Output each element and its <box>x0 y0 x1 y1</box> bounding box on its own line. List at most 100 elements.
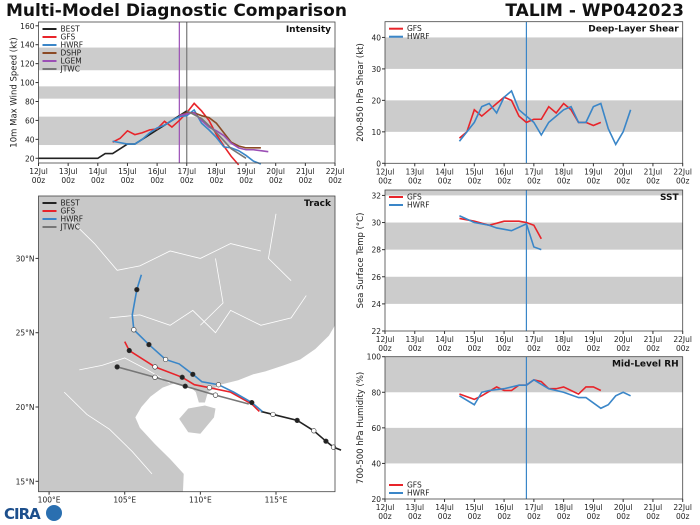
x-tick-date: 20Jul <box>614 503 633 512</box>
track-marker-hwrf <box>146 341 152 348</box>
track-marker-hwrf <box>134 287 140 293</box>
x-tick-label: 22Jul 00z <box>673 335 692 353</box>
y-tick-label: 30 <box>371 65 381 74</box>
x-tick-hour: 00z <box>497 344 511 353</box>
track-marker-jtwc <box>182 383 188 389</box>
x-tick-hour: 00z <box>438 512 452 521</box>
x-tick-label: 13Jul 00z <box>405 503 424 521</box>
border-line <box>63 391 153 475</box>
x-tick-label: 17Jul 00z <box>177 167 196 185</box>
y-tick-label: 160 <box>20 22 35 31</box>
x-tick-hour: 00z <box>468 512 482 521</box>
x-tick-date: 14Jul <box>435 335 454 344</box>
x-tick-label: 16Jul 00z <box>495 503 514 521</box>
x-tick-date: 14Jul <box>435 167 454 176</box>
x-tick-hour: 00z <box>438 344 452 353</box>
x-tick-hour: 00z <box>676 344 690 353</box>
y-axis-label: 200-850 hPa Shear (kt) <box>356 43 366 142</box>
x-tick-date: 17Jul <box>525 503 544 512</box>
legend-label: JTWC <box>60 223 80 232</box>
x-tick-hour: 00z <box>497 512 511 521</box>
y-tick-label: 100 <box>20 79 35 88</box>
track-marker-jtwc <box>212 392 219 398</box>
x-tick-date: 21Jul <box>644 335 663 344</box>
y-tick-label: 80 <box>371 388 381 397</box>
y-tick-label: 20 <box>371 96 381 105</box>
legend-label: GFS <box>407 24 422 33</box>
x-tick-hour: 00z <box>527 512 541 521</box>
x-tick-hour: 00z <box>616 512 630 521</box>
x-tick-date: 21Jul <box>644 167 663 176</box>
x-tick-hour: 00z <box>378 176 392 185</box>
x-tick-label: 16Jul 00z <box>495 335 514 353</box>
y-tick-label: 40 <box>371 33 381 42</box>
x-tick-hour: 00z <box>408 176 422 185</box>
track-marker-gfs <box>206 385 213 391</box>
x-tick-date: 18Jul <box>554 503 573 512</box>
figure-title: Multi-Model Diagnostic Comparison <box>6 1 347 21</box>
y-tick-label: 10 <box>371 128 381 137</box>
x-tick-date: 20Jul <box>614 335 633 344</box>
x-tick-date: 17Jul <box>525 167 544 176</box>
x-tick-date: 22Jul <box>673 503 692 512</box>
storm-title: TALIM - WP042023 <box>505 1 684 21</box>
x-tick-hour: 00z <box>527 344 541 353</box>
x-tick-label: 12Jul 00z <box>376 503 395 521</box>
x-tick-hour: 00z <box>557 176 571 185</box>
plot-frame <box>38 195 336 493</box>
y-tick-label: 60 <box>371 424 381 433</box>
x-tick-label: 16Jul 00z <box>148 167 167 185</box>
x-tick-label: 22Jul 00z <box>673 503 692 521</box>
x-tick-label: 14Jul 00z <box>435 335 454 353</box>
track-marker-gfs <box>126 347 132 354</box>
x-tick-label: 15Jul 00z <box>465 335 484 353</box>
x-tick-hour: 00z <box>299 176 313 185</box>
shaded-band <box>385 427 683 464</box>
x-tick-label: 12Jul 00z <box>376 335 395 353</box>
x-tick-label: 19Jul 00z <box>584 167 603 185</box>
panel-title: Intensity <box>286 25 331 35</box>
track-marker-gfs <box>152 364 158 370</box>
x-tick-date: 18Jul <box>554 167 573 176</box>
x-tick-label: 22Jul 00z <box>326 167 345 185</box>
x-tick-label: 21Jul 00z <box>296 167 315 185</box>
x-tick-label: 20Jul 00z <box>614 335 633 353</box>
y-tick-label: 30 <box>371 219 381 228</box>
x-tick-label: 14Jul 00z <box>435 503 454 521</box>
x-tick-date: 19Jul <box>584 335 603 344</box>
x-tick-hour: 00z <box>180 176 194 185</box>
x-tick-hour: 00z <box>646 176 660 185</box>
track-marker-best <box>323 438 329 444</box>
x-tick-label: 110°E <box>189 496 212 505</box>
x-tick-date: 16Jul <box>495 167 514 176</box>
x-tick-label: 20Jul 00z <box>266 167 285 185</box>
x-tick-date: 20Jul <box>614 167 633 176</box>
x-tick-date: 18Jul <box>554 335 573 344</box>
x-tick-hour: 00z <box>121 176 135 185</box>
track-hwrf <box>131 274 263 413</box>
x-tick-hour: 00z <box>557 512 571 521</box>
y-tick-label: 20 <box>371 495 381 504</box>
border-line <box>63 213 261 271</box>
x-tick-label: 12Jul 00z <box>376 167 395 185</box>
x-tick-label: 17Jul 00z <box>525 167 544 185</box>
y-tick-label: 140 <box>20 41 35 50</box>
x-tick-label: 19Jul 00z <box>584 335 603 353</box>
x-tick-date: 17Jul <box>525 335 544 344</box>
x-tick-date: 22Jul <box>673 335 692 344</box>
x-tick-label: 16Jul 00z <box>495 167 514 185</box>
x-tick-hour: 00z <box>646 344 660 353</box>
x-tick-label: 17Jul 00z <box>525 335 544 353</box>
x-tick-date: 14Jul <box>89 167 108 176</box>
x-tick-hour: 00z <box>408 344 422 353</box>
x-tick-hour: 00z <box>239 176 253 185</box>
x-tick-date: 19Jul <box>584 167 603 176</box>
x-tick-hour: 00z <box>378 344 392 353</box>
x-tick-label: 21Jul 00z <box>644 167 663 185</box>
x-tick-hour: 00z <box>408 512 422 521</box>
x-tick-date: 13Jul <box>405 503 424 512</box>
x-tick-label: 19Jul 00z <box>237 167 256 185</box>
